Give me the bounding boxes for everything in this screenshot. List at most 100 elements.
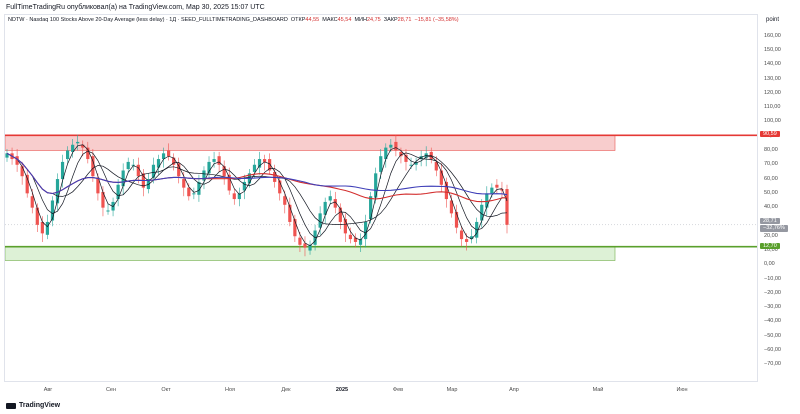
candle-body [25, 174, 29, 194]
candle-body [459, 230, 464, 240]
x-tick-label: Фев [392, 387, 404, 393]
footer-brand[interactable]: TradingView [6, 402, 60, 409]
candle-body [394, 141, 398, 151]
candle-body [131, 164, 135, 166]
x-tick-label: Май [592, 387, 604, 393]
candle-body [283, 196, 287, 205]
candle-body [121, 170, 125, 187]
legend-change-value: −15,81 (−35,58%) [414, 17, 459, 23]
y-tick-label: 120,00 [764, 89, 781, 96]
candle-body [444, 181, 448, 200]
candle-body [50, 200, 55, 221]
legend-open-label: ОТКР [290, 17, 306, 23]
candle-body [156, 159, 161, 168]
chart-legend: NDTW · Nasdaq 100 Stocks Above 20-Day Av… [8, 17, 459, 23]
candle-body [389, 144, 393, 148]
candle-body [227, 174, 231, 191]
candle-body [500, 189, 504, 191]
upper-zone [5, 135, 616, 151]
y-tick-label: 40,00 [764, 204, 778, 211]
candle-body [96, 177, 100, 194]
candle-body [268, 159, 272, 171]
candle-body [20, 166, 24, 177]
candle-body [86, 147, 90, 160]
candle-body [106, 210, 110, 212]
candle-body [485, 193, 489, 208]
candle-body [197, 181, 201, 195]
y-tick-label: −10,00 [764, 275, 781, 282]
legend-low-value: 24,75 [366, 17, 381, 23]
y-tick-label: −70,00 [764, 361, 781, 368]
y-tick-label: 100,00 [764, 118, 781, 125]
legend-symbol: NDTW · Nasdaq 100 Stocks Above 20-Day Av… [8, 17, 288, 23]
x-tick-label: Июн [676, 387, 688, 393]
lower-level-tag: 12,70 [760, 242, 780, 249]
y-tick-label: −30,00 [764, 304, 781, 311]
candle-body [464, 239, 469, 242]
y-tick-label: 80,00 [764, 146, 778, 153]
candle-body [217, 156, 221, 165]
candle-body [212, 159, 216, 162]
candle-body [60, 161, 65, 180]
candle-body [480, 204, 484, 221]
candle-body [495, 184, 499, 188]
candle-body [15, 156, 19, 165]
candle-body [126, 161, 130, 170]
y-tick-label: 20,00 [764, 232, 778, 239]
candle-body [409, 164, 413, 166]
candle-body [116, 184, 120, 200]
candle-body [232, 193, 236, 200]
y-tick-label: 140,00 [764, 61, 781, 68]
legend-high-label: МАКС [322, 17, 338, 23]
candle-body [71, 144, 75, 152]
candle-body [278, 180, 282, 194]
candle-body [202, 170, 206, 181]
price-chart[interactable] [5, 15, 757, 381]
candle-body [257, 159, 262, 168]
legend-open-value: 44,55 [305, 17, 320, 23]
candle-body [136, 164, 140, 177]
candle-body [81, 144, 85, 148]
candle-body [192, 193, 196, 195]
candle-body [167, 150, 171, 157]
last-change-pct-tag: −32,76% [760, 224, 788, 232]
ma-mid-line [6, 150, 508, 239]
y-tick-label: 160,00 [764, 32, 781, 39]
x-tick-label: Дек [281, 387, 291, 393]
y-tick-label: 60,00 [764, 175, 778, 182]
candle-body [414, 161, 418, 165]
candle-body [379, 156, 383, 172]
candle-body [182, 179, 186, 188]
ma-blue-line [6, 152, 508, 196]
x-tick-label: Авг [43, 387, 53, 393]
x-tick-label: Мар [446, 387, 458, 393]
candle-body [348, 234, 353, 240]
y-tick-label: 130,00 [764, 75, 781, 82]
candle-body [5, 153, 9, 158]
candle-body [177, 163, 181, 177]
legend-high-value: 45,54 [337, 17, 352, 23]
candle-body [470, 236, 474, 240]
candle-body [172, 157, 176, 165]
candle-body [374, 173, 378, 198]
x-tick-label: Ноя [224, 387, 236, 393]
y-tick-label: 150,00 [764, 46, 781, 53]
candle-body [30, 196, 34, 208]
candle-body [338, 207, 342, 222]
candle-body [358, 239, 363, 245]
candle-body [505, 189, 509, 225]
candle-body [439, 170, 443, 185]
y-tick-label: −40,00 [764, 318, 781, 325]
candle-body [252, 164, 257, 172]
candle-body [298, 237, 302, 245]
candle-body [333, 199, 337, 208]
candle-body [308, 244, 312, 251]
x-tick-label: Окт [161, 387, 171, 393]
candle-body [303, 243, 307, 248]
y-tick-label: −60,00 [764, 347, 781, 354]
candle-body [363, 221, 368, 240]
ma-slow-line [6, 152, 508, 225]
x-tick-label: 2025 [335, 387, 349, 393]
candle-body [35, 207, 39, 225]
candle-body [237, 193, 241, 200]
